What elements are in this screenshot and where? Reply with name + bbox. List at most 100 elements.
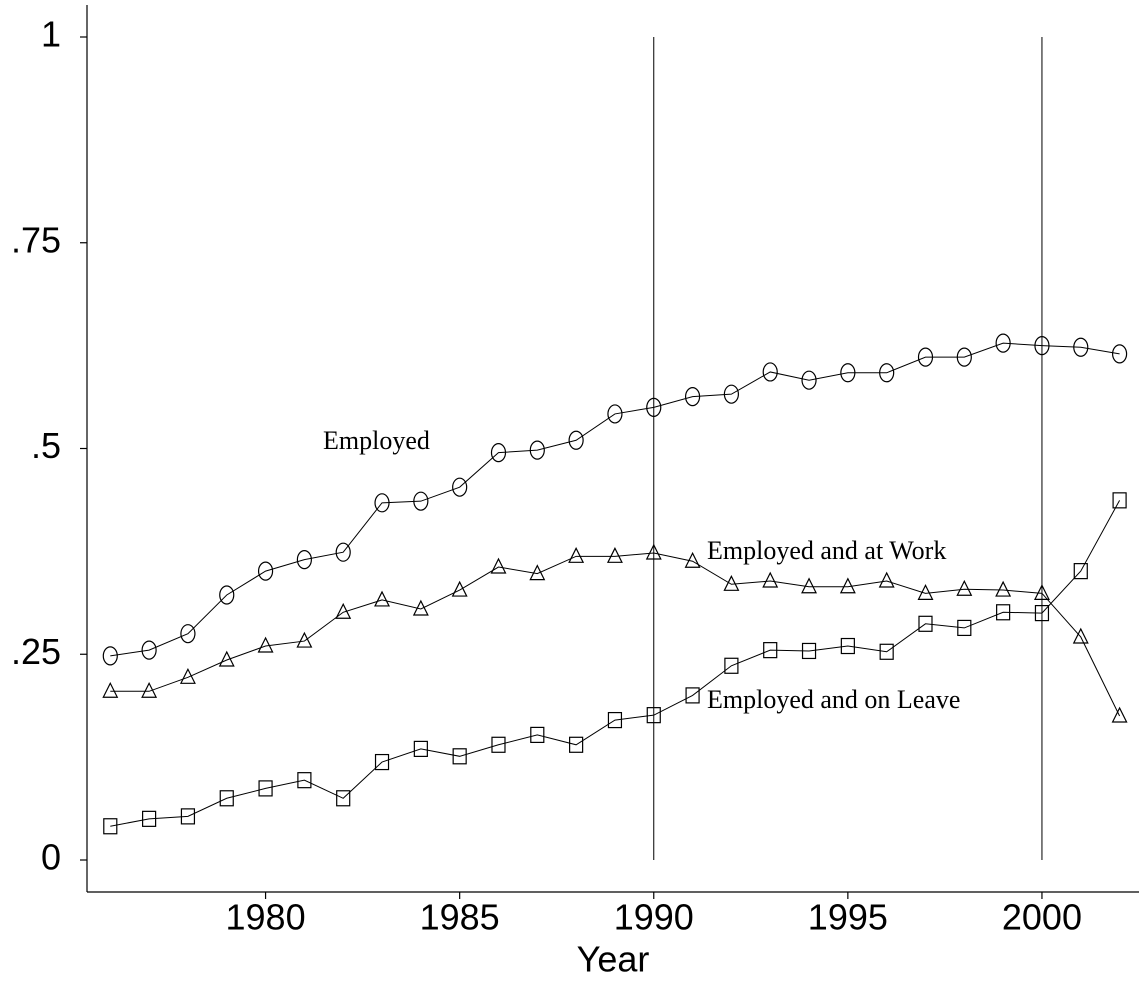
marker-circle (879, 363, 895, 383)
marker-square (1112, 492, 1127, 509)
marker-square (996, 604, 1011, 621)
marker-triangle (374, 590, 390, 607)
x-tick-label: 1980 (226, 897, 306, 938)
marker-triangle (995, 580, 1012, 597)
marker-square (685, 687, 700, 704)
marker-square (763, 642, 778, 659)
x-tick-label: 1995 (808, 897, 888, 938)
marker-circle (102, 646, 118, 666)
marker-circle (413, 491, 429, 511)
marker-circle (956, 347, 972, 367)
marker-triangle (141, 681, 158, 698)
marker-square (801, 642, 817, 660)
marker-triangle (490, 557, 507, 574)
marker-triangle (878, 571, 895, 588)
marker-circle (180, 624, 196, 644)
y-tick-label: 1 (41, 14, 61, 55)
marker-square (219, 790, 234, 807)
marker-circle (568, 430, 584, 450)
marker-triangle (102, 681, 119, 698)
marker-square (374, 753, 390, 771)
series-label: Employed and at Work (707, 536, 946, 565)
marker-triangle (412, 599, 429, 616)
marker-triangle (451, 580, 468, 597)
marker-circle (917, 347, 934, 367)
marker-circle (762, 362, 778, 382)
marker-triangle (335, 602, 352, 619)
y-tick-label: 0 (41, 837, 61, 878)
marker-triangle (801, 577, 818, 594)
marker-circle (840, 363, 856, 383)
marker-square (646, 707, 661, 724)
marker-triangle (839, 577, 856, 594)
series-line (110, 342, 1120, 657)
x-axis-title: Year (577, 939, 650, 980)
marker-square (336, 790, 351, 807)
marker-square (103, 818, 118, 835)
x-tick-label: 2000 (1002, 897, 1082, 938)
series-line (110, 500, 1121, 827)
marker-circle (374, 493, 390, 513)
y-tick-label: .5 (31, 425, 61, 466)
marker-circle (452, 477, 468, 497)
marker-square (957, 619, 972, 637)
marker-triangle (762, 571, 779, 588)
marker-triangle (179, 667, 196, 684)
marker-circle (490, 443, 507, 463)
marker-triangle (296, 631, 313, 648)
series-label: Employed and on Leave (707, 685, 960, 714)
marker-circle (141, 640, 157, 660)
marker-square (879, 643, 894, 660)
marker-square (724, 657, 739, 674)
marker-triangle (1072, 627, 1089, 644)
marker-triangle (1033, 584, 1050, 600)
marker-square (180, 808, 196, 825)
marker-circle (646, 397, 662, 417)
marker-square (607, 711, 623, 729)
marker-square (918, 615, 933, 632)
marker-triangle (568, 546, 585, 563)
marker-square (452, 748, 467, 765)
marker-square (1034, 604, 1050, 622)
marker-circle (801, 370, 817, 390)
marker-circle (723, 384, 739, 404)
marker-triangle (917, 584, 934, 600)
marker-square (569, 736, 584, 753)
marker-circle (257, 561, 274, 581)
marker-square (142, 810, 157, 827)
marker-triangle (529, 564, 546, 581)
marker-circle (607, 404, 623, 424)
marker-circle (1073, 337, 1089, 357)
marker-triangle (956, 579, 973, 596)
marker-triangle (723, 574, 740, 591)
marker-circle (219, 585, 235, 605)
marker-circle (1034, 336, 1050, 356)
marker-square (491, 736, 506, 753)
marker-circle (296, 550, 312, 570)
y-tick-label: .25 (11, 631, 61, 672)
marker-square (530, 726, 545, 744)
series-line (110, 552, 1121, 717)
series-label: Employed (323, 426, 430, 455)
y-tick-label: .75 (11, 219, 61, 260)
x-tick-label: 1990 (614, 897, 694, 938)
marker-triangle (645, 543, 662, 560)
x-tick-label: 1985 (420, 897, 500, 938)
marker-circle (684, 387, 701, 407)
marker-triangle (218, 650, 235, 667)
marker-circle (995, 333, 1011, 353)
marker-triangle (1111, 706, 1128, 723)
marker-square (258, 780, 273, 797)
marker-triangle (684, 551, 701, 568)
marker-square (297, 772, 312, 789)
marker-triangle (257, 636, 274, 653)
marker-square (840, 637, 855, 655)
marker-triangle (606, 546, 623, 563)
marker-square (413, 740, 428, 757)
marker-square (1073, 563, 1088, 580)
marker-circle (1111, 344, 1128, 364)
marker-circle (335, 542, 351, 562)
marker-circle (529, 440, 545, 460)
